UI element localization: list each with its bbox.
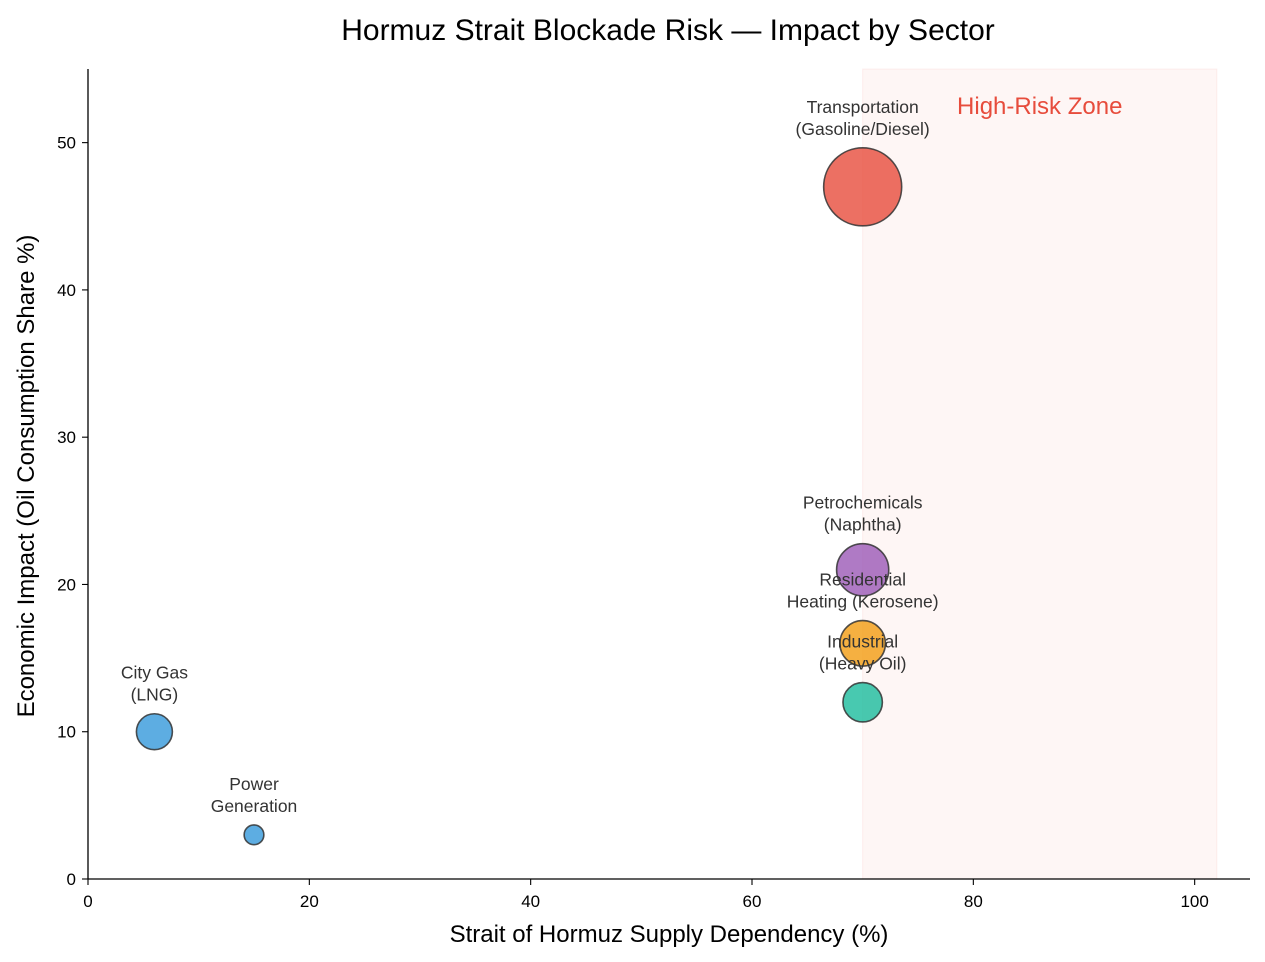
point-label: City Gas (LNG) [121, 663, 188, 705]
point-label-line: Industrial [827, 632, 898, 652]
point-label-line: Residential [819, 570, 906, 590]
x-tick-label: 20 [300, 892, 319, 911]
point-label-line: (Naphtha) [824, 515, 902, 535]
point-label-line: Power [229, 774, 279, 794]
point-label-line: Transportation [807, 97, 919, 117]
chart-title: Hormuz Strait Blockade Risk — Impact by … [341, 14, 995, 47]
point-label: Industrial (Heavy Oil) [819, 632, 907, 674]
bubble-point [135, 712, 174, 751]
point-label-line: City Gas [121, 663, 188, 683]
point-label: Power Generation [211, 774, 298, 816]
x-tick-label: 40 [521, 892, 540, 911]
bubble-point [835, 542, 890, 597]
x-tick-label: 60 [743, 892, 762, 911]
point-label-line: (Gasoline/Diesel) [796, 119, 930, 139]
bubble-point [243, 824, 265, 846]
x-axis-label: Strait of Hormuz Supply Dependency (%) [450, 921, 889, 948]
y-tick-label: 30 [57, 428, 76, 447]
bubble-point [822, 147, 903, 227]
y-axis-ticks: 0 10 20 30 40 50 [57, 134, 88, 889]
x-tick-label: 0 [83, 892, 92, 911]
bubble-layer [135, 147, 903, 846]
bubble-point [839, 619, 887, 667]
x-axis-ticks: 0 20 40 60 80 100 [83, 879, 1209, 911]
high-risk-zone [862, 68, 1218, 880]
x-tick-label: 100 [1180, 892, 1208, 911]
y-tick-label: 40 [57, 281, 76, 300]
point-label-line: (LNG) [131, 685, 179, 705]
point-label-line: Petrochemicals [803, 493, 923, 513]
point-label-line: (Heavy Oil) [819, 654, 907, 674]
x-tick-label: 80 [964, 892, 983, 911]
point-label: Residential Heating (Kerosene) [787, 570, 939, 612]
y-tick-label: 20 [57, 575, 76, 594]
y-tick-label: 0 [67, 870, 76, 889]
y-tick-label: 10 [57, 723, 76, 742]
y-axis-label: Economic Impact (Oil Consumption Share %… [13, 235, 40, 718]
point-label-line: Generation [211, 796, 298, 816]
point-label-line: Heating (Kerosene) [787, 592, 939, 612]
point-label: Petrochemicals (Naphtha) [803, 493, 923, 535]
y-tick-label: 50 [57, 134, 76, 153]
bubble-point [842, 681, 884, 723]
point-label-layer: Transportation (Gasoline/Diesel) Petrochem… [121, 97, 939, 816]
high-risk-zone-label: High-Risk Zone [957, 93, 1122, 120]
point-label: Transportation (Gasoline/Diesel) [796, 97, 930, 139]
